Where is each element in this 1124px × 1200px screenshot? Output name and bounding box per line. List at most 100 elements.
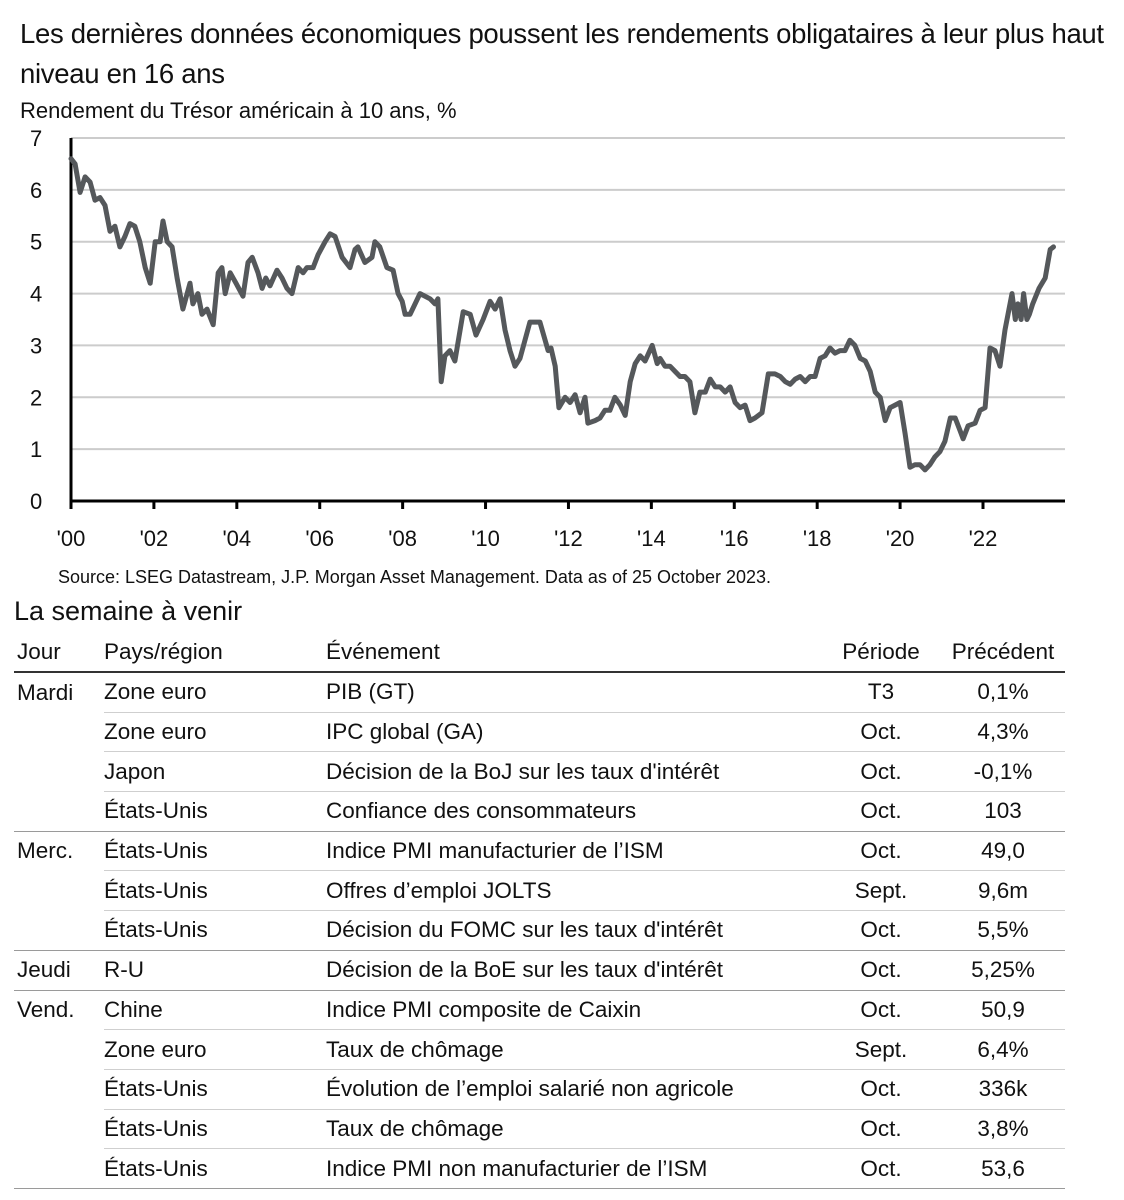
cell-country: Zone euro: [104, 672, 326, 713]
table-row: Jeudi R-U Décision de la BoE sur les taux …: [14, 950, 1065, 991]
table-row: États-Unis Décision du FOMC sur les taux …: [14, 910, 1065, 951]
cell-previous: 3,8%: [941, 1109, 1065, 1150]
y-tick-label: 1: [30, 437, 42, 462]
cell-day: Vend.: [17, 997, 75, 1023]
x-tick-label: '02: [140, 526, 169, 551]
x-tick-label: '10: [471, 526, 500, 551]
table-row: Vend. Chine Indice PMI composite de Caixin…: [14, 990, 1065, 1031]
cell-previous: 50,9: [941, 990, 1065, 1031]
x-tick-label: '22: [969, 526, 998, 551]
table-row: États-Unis Confiance des consommateurs Oct…: [14, 791, 1065, 832]
cell-day: [14, 871, 104, 911]
cell-previous: 103: [941, 791, 1065, 832]
cell-day: Mardi: [17, 679, 74, 705]
y-tick-label: 3: [30, 333, 42, 358]
cell-event: Taux de chômage: [326, 1109, 821, 1150]
cell-country: R-U: [104, 950, 326, 991]
cell-previous: 5,25%: [941, 950, 1065, 991]
chart-subtitle: Rendement du Trésor américain à 10 ans, …: [20, 98, 457, 123]
cell-day: [14, 712, 104, 752]
cell-country: États-Unis: [104, 1109, 326, 1150]
cell-day: [14, 1030, 104, 1070]
cell-previous: 0,1%: [941, 672, 1065, 713]
cell-period: Oct.: [821, 950, 941, 991]
cell-previous: 5,5%: [941, 910, 1065, 951]
cell-period: Oct.: [821, 791, 941, 832]
week-ahead-table: Jour Pays/région Événement Période Précé…: [14, 632, 1065, 1189]
cell-previous: 6,4%: [941, 1029, 1065, 1070]
y-tick-label: 5: [30, 230, 42, 255]
y-tick-label: 2: [30, 385, 42, 410]
cell-country: Zone euro: [104, 712, 326, 753]
cell-period: Sept.: [821, 1029, 941, 1070]
cell-previous: 4,3%: [941, 712, 1065, 753]
x-tick-label: '06: [305, 526, 334, 551]
y-tick-label: 7: [30, 126, 42, 151]
cell-event: Décision de la BoJ sur les taux d'intérê…: [326, 751, 821, 793]
table-header-row: Jour Pays/région Événement Période Précé…: [14, 632, 1065, 673]
y-tick-label: 4: [30, 282, 42, 307]
header-day: Jour: [14, 632, 104, 673]
cell-event: Indice PMI non manufacturier de l’ISM: [326, 1148, 821, 1189]
cell-day: [14, 1109, 104, 1149]
table-row: Mardi Zone euro PIB (GT) T3 0,1%: [14, 672, 1065, 713]
x-tick-label: '08: [388, 526, 417, 551]
cell-event: IPC global (GA): [326, 712, 821, 753]
cell-period: Oct.: [821, 751, 941, 793]
cell-day: [14, 910, 104, 951]
cell-previous: 336k: [941, 1069, 1065, 1110]
x-tick-label: '12: [554, 526, 583, 551]
cell-day: Merc.: [17, 838, 74, 864]
table-row: États-Unis Offres d’emploi JOLTS Sept. 9,6m: [14, 870, 1065, 912]
table-row: États-Unis Indice PMI non manufacturier d…: [14, 1148, 1065, 1189]
x-tick-label: '00: [57, 526, 86, 551]
cell-period: Oct.: [821, 990, 941, 1031]
cell-country: Zone euro: [104, 1029, 326, 1070]
cell-event: Décision de la BoE sur les taux d'intérê…: [326, 950, 821, 991]
week-ahead-title: La semaine à venir: [14, 596, 243, 626]
yield-line-chart: 0 1 2 3 4 5 6 7 '00 '02 '04 '06 '08 '10 '12 '14 '16 '18 '2…: [30, 126, 1065, 551]
y-tick-label: 0: [30, 489, 42, 514]
header-period: Période: [821, 632, 941, 673]
cell-day: [14, 1148, 104, 1189]
table-row: États-Unis Évolution de l’emploi salarié …: [14, 1069, 1065, 1110]
cell-day: [14, 1069, 104, 1109]
cell-event: Évolution de l’emploi salarié non agrico…: [326, 1069, 821, 1110]
cell-previous: 49,0: [941, 831, 1065, 872]
y-tick-label: 6: [30, 178, 42, 203]
cell-period: Oct.: [821, 1148, 941, 1189]
cell-previous: 9,6m: [941, 870, 1065, 912]
cell-period: Oct.: [821, 910, 941, 951]
cell-previous: 53,6: [941, 1148, 1065, 1189]
cell-country: Japon: [104, 751, 326, 793]
cell-event: Confiance des consommateurs: [326, 791, 821, 832]
x-tick-label: '20: [886, 526, 915, 551]
cell-event: Taux de chômage: [326, 1029, 821, 1070]
chart-title: Les dernières données économiques pousse…: [20, 18, 1104, 89]
cell-period: Oct.: [821, 1109, 941, 1150]
cell-event: PIB (GT): [326, 672, 821, 713]
cell-period: Oct.: [821, 1069, 941, 1110]
cell-period: Oct.: [821, 712, 941, 753]
cell-period: Sept.: [821, 870, 941, 912]
cell-country: États-Unis: [104, 1069, 326, 1110]
x-tick-label: '14: [637, 526, 666, 551]
cell-period: Oct.: [821, 831, 941, 872]
table-row: Merc. États-Unis Indice PMI manufacturier …: [14, 831, 1065, 872]
table-row: États-Unis Taux de chômage Oct. 3,8%: [14, 1109, 1065, 1150]
x-tick-label: '04: [222, 526, 251, 551]
cell-country: États-Unis: [104, 791, 326, 832]
table-row: Zone euro IPC global (GA) Oct. 4,3%: [14, 712, 1065, 753]
cell-previous: -0,1%: [941, 751, 1065, 793]
cell-period: T3: [821, 672, 941, 713]
table-row: Zone euro Taux de chômage Sept. 6,4%: [14, 1029, 1065, 1070]
cell-country: États-Unis: [104, 1148, 326, 1189]
x-tick-label: '16: [720, 526, 749, 551]
cell-event: Indice PMI composite de Caixin: [326, 990, 821, 1031]
header-event: Événement: [326, 632, 821, 673]
cell-event: Offres d’emploi JOLTS: [326, 870, 821, 912]
cell-country: Chine: [104, 990, 326, 1031]
cell-day: [14, 752, 104, 792]
cell-country: États-Unis: [104, 870, 326, 912]
cell-event: Indice PMI manufacturier de l’ISM: [326, 831, 821, 872]
